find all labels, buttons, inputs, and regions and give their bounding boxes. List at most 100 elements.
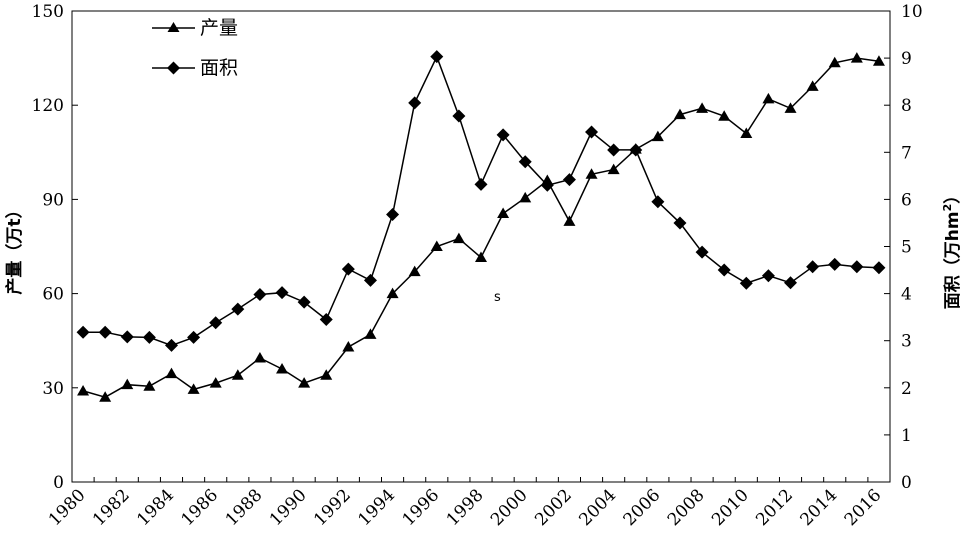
- x-tick-label: 2004: [575, 485, 620, 530]
- data-point: [585, 125, 599, 139]
- data-point: [187, 330, 201, 344]
- diamond-marker-icon: [167, 61, 180, 75]
- y-right-tick-label: 7: [901, 143, 912, 163]
- data-point: [497, 207, 510, 219]
- data-point: [165, 367, 178, 379]
- data-point: [474, 177, 488, 191]
- data-point: [143, 380, 156, 391]
- data-point: [209, 316, 223, 330]
- x-tick-label: 1996: [399, 485, 444, 530]
- data-point: [673, 108, 686, 120]
- y-axis-right-label-close: ）: [942, 187, 963, 204]
- y-right-tick-label: 9: [901, 49, 912, 69]
- y-right-tick-label: 1: [901, 426, 912, 446]
- data-point: [607, 163, 620, 175]
- y-right-tick-label: 2: [901, 379, 912, 399]
- data-point: [253, 351, 266, 363]
- x-tick-label: 1980: [45, 485, 90, 530]
- data-point: [717, 263, 731, 277]
- data-point: [784, 276, 798, 290]
- y-left-tick-label: 90: [42, 190, 64, 210]
- y-axis-right-label: 面积（万hm2）: [941, 187, 963, 309]
- x-tick-label: 2016: [841, 485, 886, 530]
- y-axis-right-label-main: 面积（万hm: [942, 211, 963, 309]
- legend: 产量 面积: [152, 17, 238, 79]
- data-point: [850, 260, 864, 274]
- y-right-tick-label: 8: [901, 96, 912, 116]
- series-line: [83, 54, 879, 347]
- data-point: [430, 50, 444, 64]
- data-point: [408, 265, 421, 277]
- data-point: [430, 240, 443, 251]
- legend-item-production: 产量: [152, 17, 238, 39]
- data-point: [806, 80, 819, 91]
- data-point: [298, 377, 311, 388]
- series-area: [76, 50, 886, 352]
- data-point: [98, 325, 112, 339]
- data-point: [231, 302, 245, 316]
- data-point: [872, 55, 885, 66]
- data-point: [806, 260, 820, 274]
- data-point: [99, 391, 112, 402]
- y-left-tick-label: 150: [32, 2, 64, 22]
- data-point: [740, 127, 753, 138]
- x-tick-label: 1990: [266, 485, 311, 530]
- data-point: [319, 313, 333, 327]
- data-point: [673, 216, 687, 230]
- x-tick-label: 1982: [89, 485, 134, 530]
- data-point: [364, 328, 377, 339]
- data-point: [607, 143, 621, 157]
- series-line: [82, 57, 880, 399]
- y-left-tick-label: 120: [32, 96, 64, 116]
- x-tick-label: 1988: [222, 485, 267, 530]
- x-tick-label: 2008: [664, 485, 709, 530]
- data-point: [872, 261, 886, 275]
- x-tick-label: 1984: [133, 485, 178, 530]
- data-point: [121, 378, 134, 390]
- data-point: [342, 340, 355, 352]
- data-point: [120, 330, 134, 344]
- plot-frame: [71, 10, 891, 483]
- data-point: [562, 173, 576, 187]
- x-tick-label: 1998: [443, 485, 488, 530]
- data-point: [739, 276, 753, 290]
- y-right-tick-label: 4: [901, 285, 912, 305]
- data-point: [386, 287, 399, 299]
- y-right-tick-label: 0: [901, 473, 912, 493]
- data-point: [651, 130, 664, 142]
- data-point: [651, 195, 665, 209]
- data-point: [142, 330, 156, 344]
- data-point: [761, 269, 775, 283]
- data-point: [585, 168, 598, 179]
- plot-annotation: s: [494, 290, 501, 305]
- data-point: [475, 251, 487, 262]
- data-point: [253, 288, 267, 302]
- data-point: [519, 191, 532, 203]
- data-point: [696, 102, 709, 113]
- data-point: [563, 215, 576, 226]
- data-point: [386, 207, 400, 221]
- data-point: [850, 52, 863, 63]
- data-point: [762, 92, 775, 104]
- x-tick-label: 1994: [354, 485, 399, 530]
- y-right-tick-label: 5: [901, 238, 912, 258]
- data-point: [363, 273, 377, 287]
- data-point: [341, 262, 355, 276]
- data-point: [231, 369, 244, 380]
- data-point: [828, 56, 841, 68]
- data-point: [297, 295, 311, 309]
- x-tick-label: 2006: [620, 485, 665, 530]
- legend-label-area: 面积: [200, 57, 238, 79]
- y-right-tick-label: 6: [901, 190, 912, 210]
- series: [76, 50, 886, 402]
- data-point: [76, 325, 90, 339]
- data-point: [408, 96, 422, 110]
- data-point: [784, 102, 797, 113]
- x-tick-label: 2000: [487, 485, 532, 530]
- triangle-marker-icon: [167, 22, 180, 32]
- data-point: [77, 384, 90, 396]
- data-point: [209, 377, 222, 388]
- x-tick-label: 1992: [310, 485, 355, 530]
